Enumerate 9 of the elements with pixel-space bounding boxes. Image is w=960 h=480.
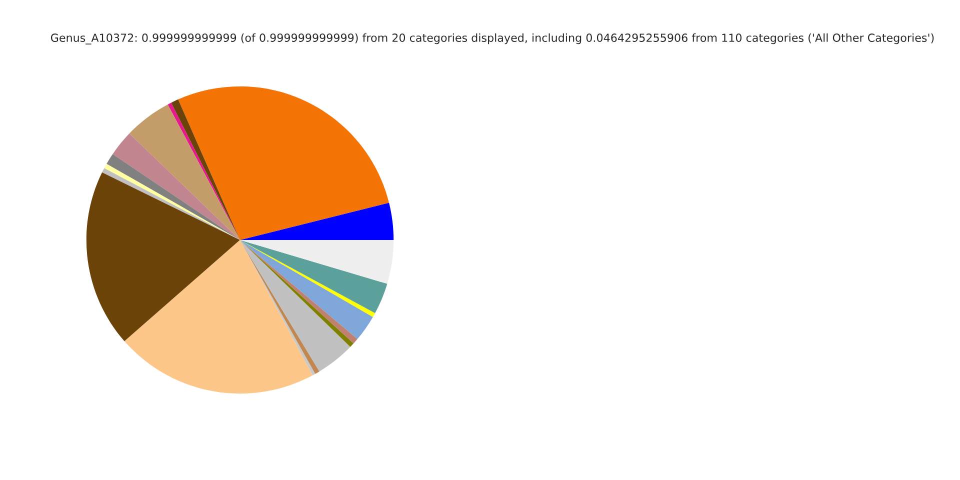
pie-slice	[129, 104, 240, 240]
pie-slice	[240, 202, 394, 240]
pie-slice	[178, 86, 390, 240]
text: Genus_A10372: 0.999999999999 (of 0.999999999999) from 20 categories displayed, including 0.0464295255906 from 110 categories ('All Other Categories')	[50, 33, 934, 44]
pie-slice	[240, 240, 394, 284]
pie-slice	[86, 172, 240, 342]
pie-slice	[112, 133, 240, 240]
pie-slice	[124, 240, 313, 394]
pie-slice	[240, 240, 350, 372]
